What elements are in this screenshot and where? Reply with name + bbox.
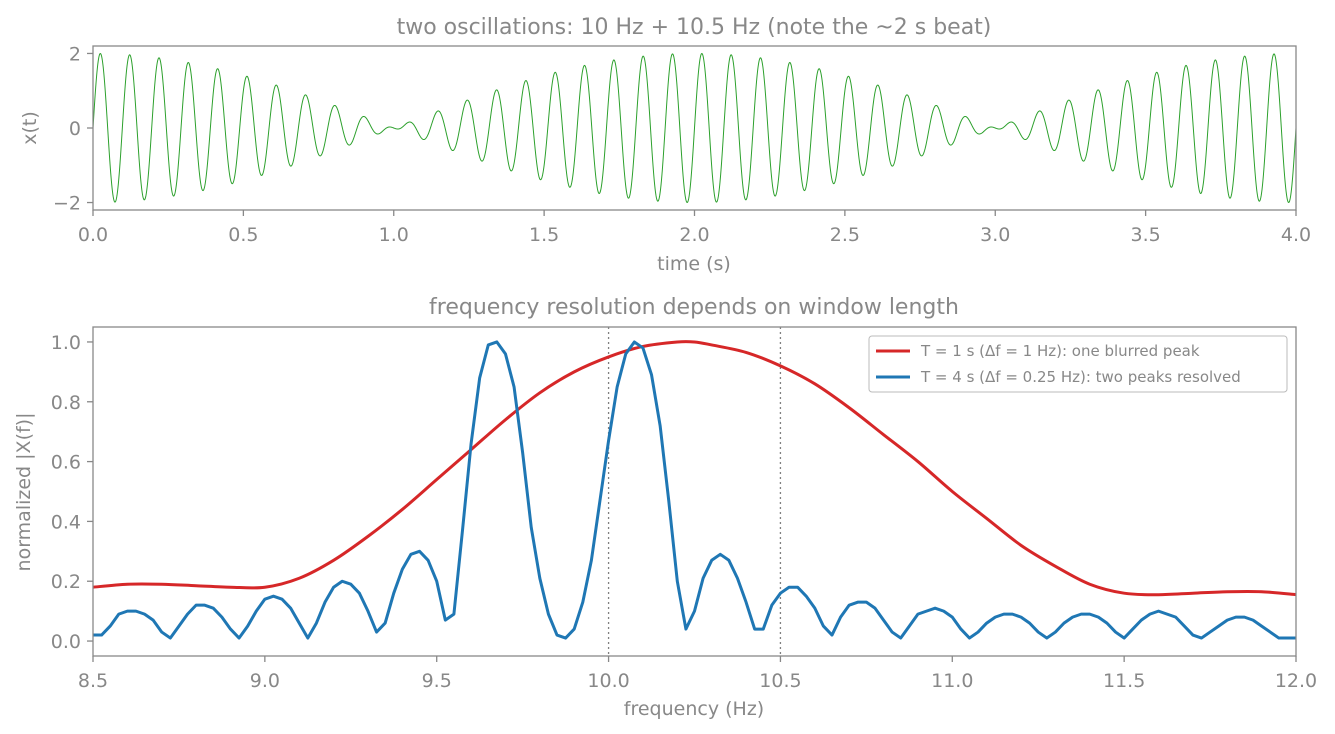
legend: T = 1 s (Δf = 1 Hz): one blurred peak T … bbox=[868, 335, 1288, 393]
x-tick-label: 4.0 bbox=[1281, 224, 1311, 246]
x-tick-label: 9.0 bbox=[250, 670, 280, 692]
top-x-ticks: 0.0 0.5 1.0 1.5 2.0 2.5 3.0 3.5 4.0 bbox=[78, 210, 1311, 246]
x-tick-label: 3.5 bbox=[1131, 224, 1161, 246]
bottom-y-axis-label: normalized |X(f)| bbox=[13, 413, 35, 572]
x-tick-label: 12.0 bbox=[1275, 670, 1317, 692]
x-tick-label: 11.5 bbox=[1103, 670, 1145, 692]
frequency-domain-panel: frequency resolution depends on window l… bbox=[13, 295, 1317, 720]
y-tick-label: 0.0 bbox=[51, 631, 81, 653]
top-x-axis-label: time (s) bbox=[657, 253, 731, 275]
bottom-x-ticks: 8.5 9.0 9.5 10.0 10.5 11.0 11.5 12.0 bbox=[78, 656, 1317, 692]
x-tick-label: 10.0 bbox=[587, 670, 629, 692]
x-tick-label: 1.0 bbox=[379, 224, 409, 246]
legend-label-long-window: T = 4 s (Δf = 0.25 Hz): two peaks resolv… bbox=[920, 368, 1241, 386]
long-window-spectrum-line bbox=[93, 340, 1296, 640]
x-tick-label: 8.5 bbox=[78, 670, 108, 692]
y-tick-label: 0.6 bbox=[51, 452, 81, 474]
bottom-y-ticks: 0.0 0.2 0.4 0.6 0.8 1.0 bbox=[51, 332, 93, 653]
legend-box bbox=[868, 335, 1288, 393]
signal-line bbox=[92, 53, 1297, 203]
bottom-x-axis-label: frequency (Hz) bbox=[624, 698, 764, 720]
x-tick-label: 10.5 bbox=[759, 670, 801, 692]
x-tick-label: 2.0 bbox=[679, 224, 709, 246]
x-tick-label: 2.5 bbox=[830, 224, 860, 246]
bottom-chart-title: frequency resolution depends on window l… bbox=[429, 295, 959, 320]
top-chart-title: two oscillations: 10 Hz + 10.5 Hz (note … bbox=[397, 15, 992, 40]
x-tick-label: 1.5 bbox=[529, 224, 559, 246]
y-tick-label: 0 bbox=[69, 118, 81, 140]
x-tick-label: 0.5 bbox=[228, 224, 258, 246]
y-tick-label: 0.2 bbox=[51, 571, 81, 593]
short-window-spectrum-line bbox=[92, 339, 1297, 597]
x-tick-label: 11.0 bbox=[931, 670, 973, 692]
y-tick-label: 1.0 bbox=[51, 332, 81, 354]
x-tick-label: 9.5 bbox=[422, 670, 452, 692]
top-y-ticks: 2 0 −2 bbox=[53, 43, 93, 215]
x-tick-label: 0.0 bbox=[78, 224, 108, 246]
top-y-axis-label: x(t) bbox=[19, 111, 41, 145]
legend-label-short-window: T = 1 s (Δf = 1 Hz): one blurred peak bbox=[920, 342, 1200, 360]
y-tick-label: −2 bbox=[53, 193, 81, 215]
bottom-axes-frame bbox=[92, 326, 1297, 657]
y-tick-label: 0.4 bbox=[51, 511, 81, 533]
time-domain-panel: two oscillations: 10 Hz + 10.5 Hz (note … bbox=[19, 15, 1311, 275]
y-tick-label: 0.8 bbox=[51, 392, 81, 414]
frequency-domain-plot-area bbox=[92, 327, 1297, 656]
x-tick-label: 3.0 bbox=[980, 224, 1010, 246]
y-tick-label: 2 bbox=[69, 43, 81, 65]
time-domain-plot-area bbox=[92, 53, 1297, 203]
